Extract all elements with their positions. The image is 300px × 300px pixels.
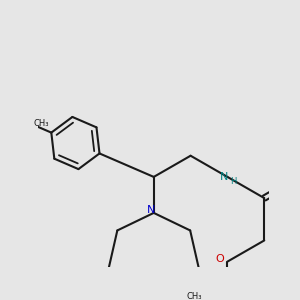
Text: CH₃: CH₃: [34, 119, 49, 128]
Text: N: N: [146, 205, 155, 215]
Text: N: N: [219, 172, 228, 182]
Text: H: H: [230, 177, 236, 186]
Text: CH₃: CH₃: [187, 292, 202, 300]
Text: O: O: [215, 254, 224, 264]
